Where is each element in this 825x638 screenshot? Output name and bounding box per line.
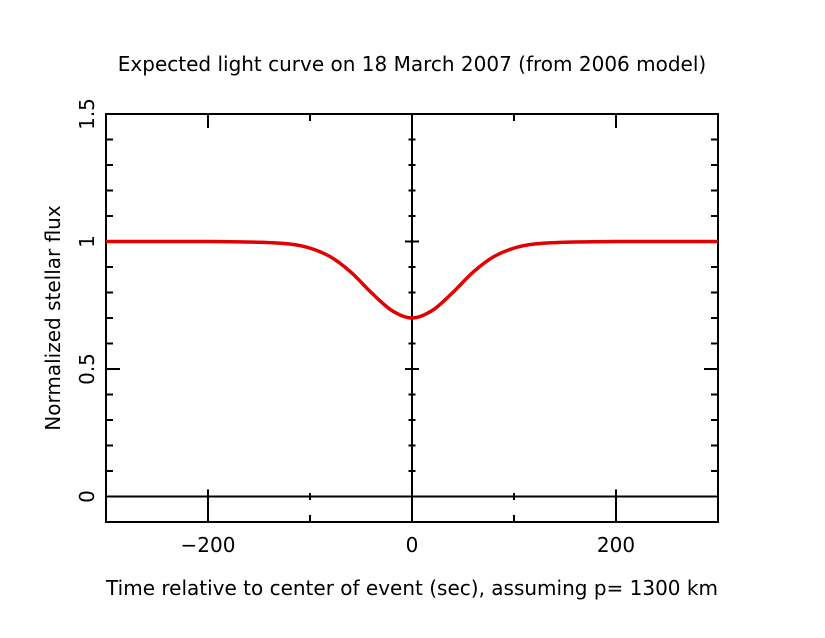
y-tick-label: 0.5 xyxy=(75,353,99,385)
x-tick-label: 0 xyxy=(406,533,419,557)
y-tick-label: 1.5 xyxy=(75,98,99,130)
x-tick-label: 200 xyxy=(597,533,635,557)
x-axis-label: Time relative to center of event (sec), … xyxy=(105,576,718,600)
y-tick-label: 1 xyxy=(75,235,99,248)
y-tick-labels: 0 0.5 1 1.5 xyxy=(75,98,99,503)
y-axis-label: Normalized stellar flux xyxy=(41,205,65,431)
y-tick-label: 0 xyxy=(75,490,99,503)
chart-title: Expected light curve on 18 March 2007 (f… xyxy=(118,52,706,76)
x-tick-labels: −200 0 200 xyxy=(181,533,636,557)
light-curve-line xyxy=(105,239,718,320)
x-tick-label: −200 xyxy=(181,533,236,557)
data-series xyxy=(105,239,718,320)
axis-ticks xyxy=(105,113,719,523)
